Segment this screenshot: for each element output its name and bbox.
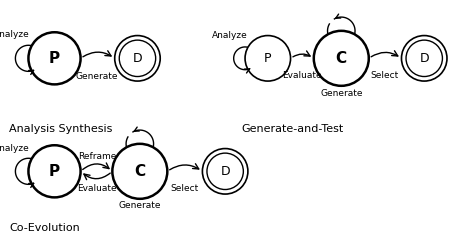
- Text: Generate: Generate: [320, 89, 363, 98]
- Ellipse shape: [115, 35, 160, 81]
- Text: Evaluate: Evaluate: [77, 184, 117, 193]
- Text: D: D: [419, 52, 429, 65]
- Ellipse shape: [401, 35, 447, 81]
- Text: Analyze: Analyze: [212, 31, 248, 40]
- Text: C: C: [134, 164, 146, 179]
- Text: Generate-and-Test: Generate-and-Test: [242, 124, 344, 134]
- Text: Reframe: Reframe: [78, 152, 116, 161]
- Ellipse shape: [112, 144, 167, 199]
- Ellipse shape: [245, 35, 291, 81]
- Text: Generate: Generate: [118, 201, 161, 210]
- Text: Select: Select: [171, 184, 199, 193]
- Ellipse shape: [28, 145, 81, 197]
- Ellipse shape: [207, 153, 243, 190]
- Text: Select: Select: [371, 71, 399, 80]
- Text: P: P: [49, 51, 60, 66]
- Ellipse shape: [28, 32, 81, 84]
- Text: P: P: [49, 164, 60, 179]
- Text: Evaluate: Evaluate: [283, 71, 322, 80]
- Ellipse shape: [314, 31, 369, 86]
- Ellipse shape: [119, 40, 155, 77]
- Text: Analyze: Analyze: [0, 144, 30, 153]
- Text: Generate: Generate: [76, 72, 118, 81]
- Text: D: D: [133, 52, 142, 65]
- Ellipse shape: [202, 148, 248, 194]
- Text: Analysis Synthesis: Analysis Synthesis: [9, 124, 113, 134]
- Text: P: P: [264, 52, 272, 65]
- Text: Co-Evolution: Co-Evolution: [9, 223, 80, 234]
- Text: D: D: [220, 165, 230, 178]
- Text: C: C: [336, 51, 347, 66]
- Ellipse shape: [406, 40, 442, 77]
- Text: Analyze: Analyze: [0, 29, 30, 39]
